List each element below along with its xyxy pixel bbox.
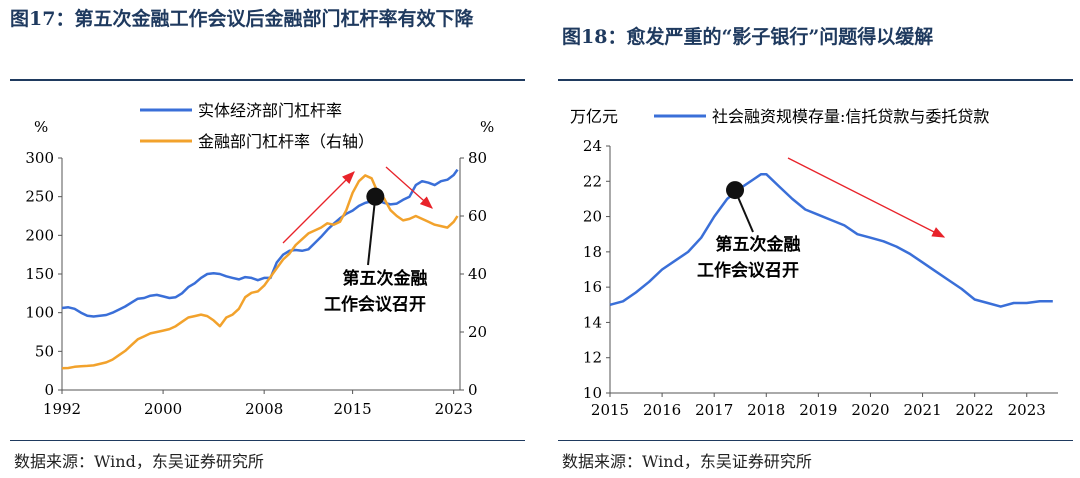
shadow-banking-line bbox=[609, 172, 1053, 308]
right-y-tick-label: 60 bbox=[468, 207, 487, 225]
x-tick-label: 1992 bbox=[43, 400, 81, 418]
right-y-tick-label: 20 bbox=[468, 323, 487, 341]
left-axis-unit: % bbox=[34, 118, 48, 136]
x-tick-label: 2019 bbox=[799, 401, 837, 419]
left-y-tick-label: 250 bbox=[25, 188, 54, 206]
left-y-tick-label: 100 bbox=[25, 304, 54, 322]
legend-label: 实体经济部门杠杆率 bbox=[198, 101, 342, 120]
left-y-tick-label: 0 bbox=[44, 381, 54, 399]
y-tick-label: 16 bbox=[583, 278, 602, 296]
y-axis-unit: 万亿元 bbox=[570, 107, 618, 126]
decline-arrow bbox=[385, 166, 433, 209]
annotation-label-line1: 第五次金融 bbox=[716, 234, 801, 255]
x-tick-label: 2000 bbox=[144, 400, 182, 418]
right-axis-unit: % bbox=[480, 118, 494, 136]
left-figure-panel: 图17：第五次金融工作会议后金融部门杠杆率有效下降 %% 0 50 100 150 200… bbox=[0, 0, 528, 478]
left-y-tick-label: 300 bbox=[25, 149, 54, 167]
x-tick-label: 2021 bbox=[903, 401, 941, 419]
right-y-tick-label: 0 bbox=[468, 381, 478, 399]
x-tick-label: 2020 bbox=[851, 401, 889, 419]
x-tick-label: 2018 bbox=[747, 401, 785, 419]
x-tick-label: 2015 bbox=[334, 400, 372, 418]
x-tick-label: 2023 bbox=[435, 400, 473, 418]
left-title-rule bbox=[10, 79, 525, 81]
x-tick-label: 2015 bbox=[591, 401, 629, 419]
y-tick-label: 10 bbox=[583, 384, 602, 402]
annotation-marker bbox=[366, 187, 385, 206]
right-title-rule bbox=[558, 79, 1073, 81]
y-tick-label: 24 bbox=[583, 137, 602, 155]
decline-arrow bbox=[787, 157, 946, 238]
annotation-marker bbox=[726, 181, 745, 200]
left-y-tick-label: 150 bbox=[25, 265, 54, 283]
rise-arrow bbox=[282, 171, 355, 244]
right-y-tick-label: 40 bbox=[468, 265, 487, 283]
left-source-rule bbox=[10, 440, 525, 441]
right-y-tick-label: 80 bbox=[468, 149, 487, 167]
right-figure-panel: 图18：愈发严重的“影子银行”问题得以缓解 万亿元 10 12 14 16 18 20 22 2… bbox=[548, 0, 1080, 478]
left-y-tick-label: 200 bbox=[25, 226, 54, 244]
right-figure-title: 图18：愈发严重的“影子银行”问题得以缓解 bbox=[562, 26, 934, 48]
left-y-tick-label: 50 bbox=[35, 342, 54, 360]
annotation-pointer bbox=[367, 196, 377, 266]
y-tick-label: 20 bbox=[583, 208, 602, 226]
annotation-label-line1: 第五次金融 bbox=[343, 268, 428, 289]
x-tick-label: 2016 bbox=[643, 401, 681, 419]
x-tick-label: 2017 bbox=[695, 401, 733, 419]
y-tick-label: 22 bbox=[583, 172, 602, 190]
right-source-rule bbox=[558, 440, 1073, 441]
real-economy-leverage-line bbox=[61, 168, 459, 318]
left-figure-title: 图17：第五次金融工作会议后金融部门杠杆率有效下降 bbox=[10, 8, 474, 30]
right-source-note: 数据来源：Wind，东吴证券研究所 bbox=[562, 452, 812, 471]
left-source-note: 数据来源：Wind，东吴证券研究所 bbox=[14, 452, 264, 471]
annotation-label-line2: 工作会议召开 bbox=[324, 294, 426, 315]
annotation-label-line2: 工作会议召开 bbox=[697, 260, 799, 281]
financial-leverage-line bbox=[61, 174, 459, 370]
y-tick-label: 14 bbox=[583, 313, 602, 331]
x-tick-label: 2023 bbox=[1008, 401, 1046, 419]
legend-label: 社会融资规模存量:信托贷款与委托贷款 bbox=[712, 107, 989, 126]
y-tick-label: 18 bbox=[583, 243, 602, 261]
x-tick-label: 2022 bbox=[956, 401, 994, 419]
x-tick-label: 2008 bbox=[245, 400, 283, 418]
left-chart: % % 0 50 100 150 200 250 300 0 20 40 60 80 1992 2000 200… bbox=[25, 101, 494, 418]
legend-label: 金融部门杠杆率（右轴） bbox=[198, 132, 374, 151]
y-tick-label: 12 bbox=[583, 349, 602, 367]
